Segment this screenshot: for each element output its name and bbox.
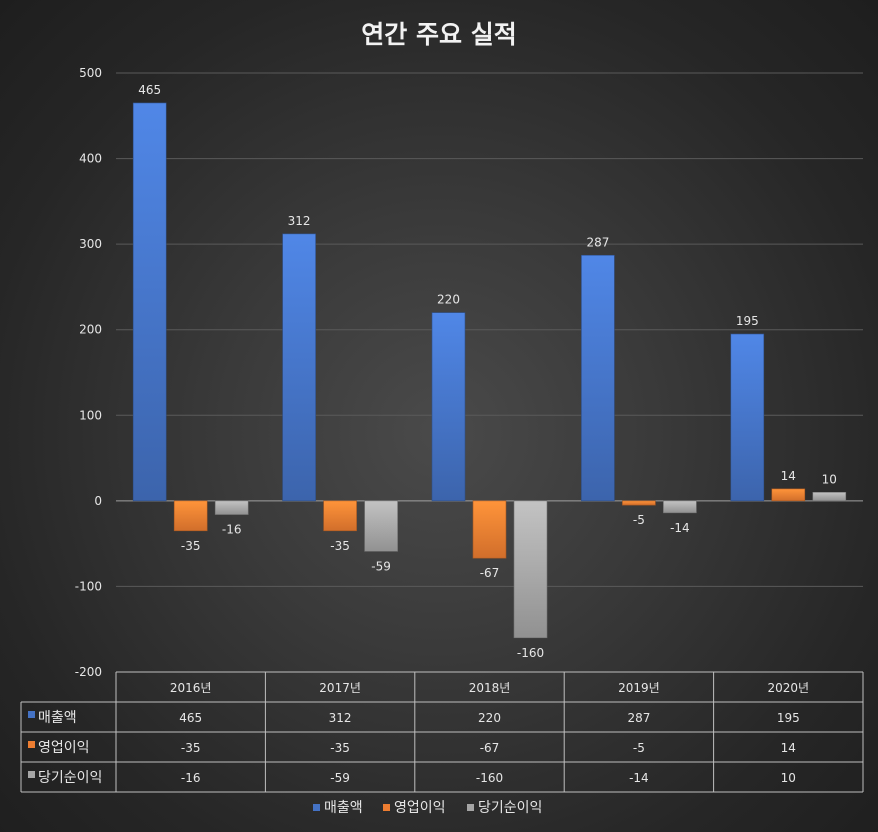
bar-영업이익-2020년 [771,488,806,502]
data-label: 195 [736,314,759,328]
y-axis-tick-labels: 500 400 300 200 100 0 -100 -200 [75,66,102,679]
table-category: 2017년 [319,681,361,695]
bar-당기순이익-2018년 [513,500,548,639]
data-label: 14 [781,469,796,483]
legend-key-매출액 [313,804,320,811]
chart-title: 연간 주요 실적 [361,20,516,49]
data-label: -35 [181,539,201,553]
bar-영업이익-2019년 [622,500,656,506]
bar-매출액-2017년 [282,233,316,502]
legend-label: 매출액 [324,800,363,816]
data-label: 220 [437,293,460,307]
table-cell: 14 [781,741,796,755]
table-series-key [28,711,35,718]
table-series-key [28,741,35,748]
table-cell: 287 [627,711,650,725]
table-series-name: 영업이익 [38,740,90,756]
data-labels: 465 -35 -16 312 -35 -59 220 -67 -160 287 -5 -14 195 1… [138,83,837,660]
data-label: -35 [330,539,350,553]
data-label: -67 [480,566,500,580]
bar-영업이익-2018년 [472,500,507,559]
table-cell: 195 [777,711,800,725]
data-label: 312 [288,214,311,228]
table-category: 2018년 [469,681,511,695]
y-tick-label: 0 [94,494,102,508]
data-label: 465 [138,83,161,97]
table-cell: -59 [330,771,350,785]
table-series-name: 매출액 [38,710,77,726]
bar-당기순이익-2017년 [364,500,398,552]
table-cell: 312 [329,711,352,725]
table-cell: -35 [330,741,350,755]
data-label: -5 [633,513,645,527]
data-label: -14 [670,521,690,535]
table-series-key [28,771,35,778]
legend-key-영업이익 [383,804,390,811]
bars [132,102,847,639]
y-tick-label: 100 [79,408,102,422]
bar-매출액-2018년 [431,312,466,502]
table-cell: -67 [480,741,500,755]
data-label: 10 [822,472,837,486]
table-cell: -14 [629,771,649,785]
legend: 매출액 영업이익 당기순이익 [313,800,542,816]
data-label: -59 [371,559,391,573]
table-cell: -16 [181,771,201,785]
table-cell: 220 [478,711,501,725]
table-cell: 465 [179,711,202,725]
bar-매출액-2020년 [730,333,765,502]
bar-매출액-2016년 [132,102,167,502]
table-cell: -160 [476,771,503,785]
bar-당기순이익-2020년 [812,491,847,502]
bar-당기순이익-2019년 [663,500,697,514]
table-series-name: 당기순이익 [38,770,102,786]
data-label: 287 [586,235,609,249]
bar-매출액-2019년 [581,254,615,502]
legend-key-당기순이익 [467,804,474,811]
bar-영업이익-2016년 [173,500,208,532]
bar-당기순이익-2016년 [214,500,249,515]
data-label: -160 [517,646,544,660]
table-category: 2020년 [768,681,810,695]
table-cell: -35 [181,741,201,755]
y-tick-label: 500 [79,66,102,80]
table-category: 2019년 [618,681,660,695]
y-tick-label: -100 [75,579,102,593]
y-tick-label: 200 [79,323,102,337]
y-tick-label: 400 [79,152,102,166]
legend-label: 당기순이익 [478,800,542,816]
table-cell: 10 [781,771,796,785]
table-cell: -5 [633,741,645,755]
y-tick-label: 300 [79,237,102,251]
y-tick-label: -200 [75,665,102,679]
legend-label: 영업이익 [394,800,446,816]
table-category: 2016년 [170,681,212,695]
data-label: -16 [222,523,242,537]
bar-영업이익-2017년 [323,500,357,532]
